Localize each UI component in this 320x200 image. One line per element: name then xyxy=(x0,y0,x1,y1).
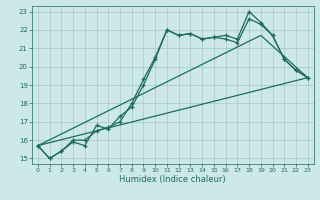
X-axis label: Humidex (Indice chaleur): Humidex (Indice chaleur) xyxy=(119,175,226,184)
